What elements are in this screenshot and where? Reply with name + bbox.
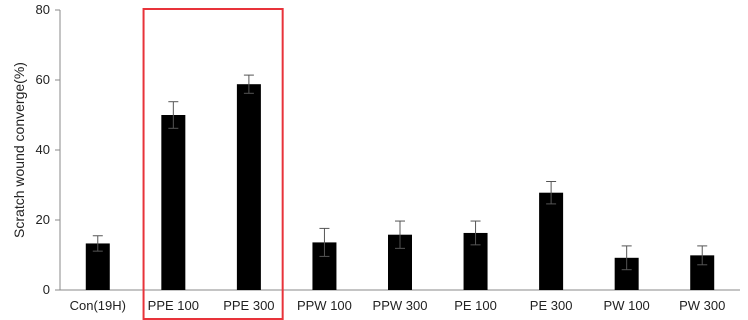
error-bar — [546, 181, 557, 205]
x-category-label: Con(19H) — [70, 298, 126, 313]
x-category-label: PE 100 — [454, 298, 497, 313]
x-category-label: PPW 300 — [373, 298, 428, 313]
y-tick-label: 0 — [43, 282, 50, 297]
x-category-label: PPW 100 — [297, 298, 352, 313]
error-bar — [92, 235, 103, 252]
bar — [161, 115, 186, 290]
y-tick-label: 80 — [36, 2, 50, 17]
error-bar — [395, 220, 405, 249]
error-bar — [621, 245, 632, 271]
error-bar — [168, 101, 179, 129]
y-tick-label: 60 — [36, 72, 50, 87]
y-axis-title: Scratch wound converge(%) — [11, 62, 27, 238]
y-tick-label: 40 — [36, 142, 50, 157]
bar — [236, 84, 261, 290]
error-bar — [243, 74, 254, 94]
bar — [539, 192, 564, 290]
highlight-box — [142, 8, 284, 320]
x-category-label: PW 100 — [604, 298, 650, 313]
x-category-label: PPE 300 — [223, 298, 274, 313]
error-bar — [470, 220, 481, 246]
y-tick-label: 20 — [36, 212, 50, 227]
x-category-label: PE 300 — [530, 298, 573, 313]
x-category-label: PPE 100 — [148, 298, 199, 313]
x-category-label: PW 300 — [679, 298, 725, 313]
error-bar — [697, 245, 708, 266]
error-bar — [319, 227, 330, 257]
